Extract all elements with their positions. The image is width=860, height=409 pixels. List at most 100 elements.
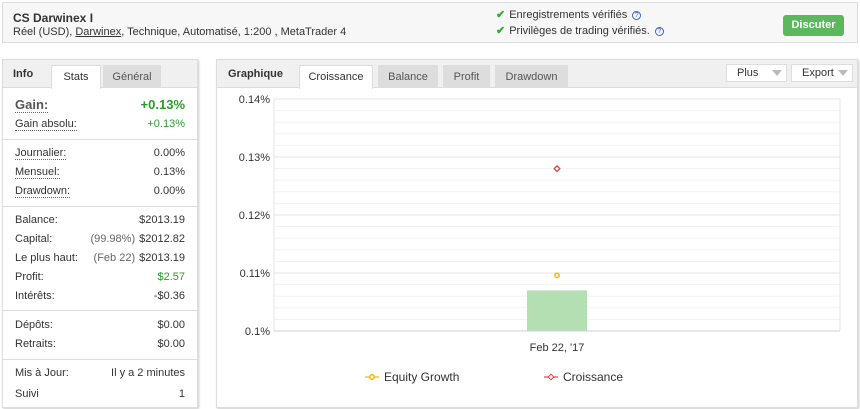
stat-value: $0.00 (157, 319, 185, 331)
stat-value-wrap: $2013.19 (139, 214, 185, 226)
export-dropdown[interactable]: Export (791, 64, 853, 82)
stat-row: Intérêts: -$0.36 (15, 290, 185, 302)
stat-value: -$0.36 (153, 290, 185, 302)
subtitle-post: , Technique, Automatisé, 1:200 , MetaTra… (121, 26, 347, 38)
x-tick-label: Feb 22, '17 (530, 342, 585, 354)
help-icon[interactable]: ? (632, 10, 642, 20)
gain-row: Gain: +0.13% (15, 97, 185, 113)
plus-label: Plus (737, 67, 759, 79)
y-tick-label: 0.1% (245, 326, 270, 338)
chart-tabs: Graphique Croissance Balance Profit Draw… (217, 60, 857, 89)
stat-note: (99.98%) (90, 233, 136, 245)
stat-row: Dépôts: $0.00 (15, 319, 185, 331)
info-panel: Info Stats Général Gain: +0.13% Gain abso… (2, 59, 198, 408)
divider (3, 139, 197, 140)
equity-growth-point (554, 272, 560, 279)
stat-row: Le plus haut: (Feb 22) $2013.19 (15, 252, 185, 264)
stat-label: Retraits: (15, 338, 56, 350)
tab-profit[interactable]: Profit (443, 65, 490, 88)
stat-value-wrap: $0.00 (157, 319, 185, 331)
divider (3, 359, 197, 360)
check-icon: ✔ (496, 25, 506, 37)
stat-value: $0.00 (157, 338, 185, 350)
legend-marker (369, 374, 375, 380)
verification-trading: ✔ Privilèges de trading vérifiés.? (496, 24, 664, 37)
stat-row: Mensuel: 0.13% (15, 166, 185, 179)
stat-value-wrap: $2.57 (157, 271, 185, 283)
stat-value: 0.00% (153, 147, 185, 159)
croissance-point (553, 164, 561, 173)
stat-value-wrap: 0.00% (154, 185, 185, 198)
gain-label: Gain: (15, 97, 49, 113)
stat-label: Mis à Jour: (15, 367, 69, 379)
verification-text: Enregistrements vérifiés (509, 9, 628, 21)
stat-value-wrap: $0.00 (157, 338, 185, 350)
legend-label[interactable]: Equity Growth (384, 370, 459, 384)
stat-row: Profit: $2.57 (15, 271, 185, 283)
stat-value-wrap: 1 (179, 388, 185, 400)
stat-value-wrap: (99.98%) $2012.82 (90, 233, 185, 245)
tab-stats[interactable]: Stats (51, 65, 101, 89)
export-label: Export (802, 67, 834, 79)
broker-link[interactable]: Darwinex (75, 26, 122, 38)
chart-panel: Graphique Croissance Balance Profit Draw… (216, 59, 858, 408)
stat-label: Balance: (15, 214, 58, 226)
gain-value: +0.13% (140, 97, 185, 112)
tab-general[interactable]: Général (103, 65, 161, 88)
stat-row: Drawdown: 0.00% (15, 185, 185, 198)
growth-bar (527, 290, 587, 331)
y-tick-label: 0.14% (239, 94, 270, 106)
verification-text: Privilèges de trading vérifiés. (509, 25, 650, 37)
y-tick-label: 0.13% (239, 152, 270, 164)
plus-dropdown[interactable]: Plus (726, 64, 787, 82)
account-subtitle: Réel (USD), Darwinex, Technique, Automat… (13, 26, 346, 38)
stat-value: 0.13% (153, 166, 185, 178)
divider (3, 206, 197, 207)
tab-balance[interactable]: Balance (378, 65, 438, 88)
divider (3, 310, 197, 311)
stat-label: Le plus haut: (15, 252, 78, 264)
stat-label: Suivi (15, 388, 39, 400)
stat-value: $2013.19 (139, 214, 185, 226)
stat-value: 0.00% (153, 185, 185, 197)
stat-value: Il y a 2 minutes (111, 367, 185, 379)
account-header: CS Darwinex I Réel (USD), Darwinex, Tech… (2, 2, 858, 43)
stat-row: Retraits: $0.00 (15, 338, 185, 350)
stat-row: Journalier: 0.00% (15, 147, 185, 160)
stat-row: Suivi 1 (15, 388, 185, 400)
stat-row: Gain absolu: +0.13% (15, 118, 185, 131)
discuss-button[interactable]: Discuter (783, 15, 844, 36)
chevron-down-icon (772, 70, 782, 76)
stat-row: Mis à Jour: Il y a 2 minutes (15, 367, 185, 379)
stat-label: Journalier: (15, 147, 67, 160)
verification-records: ✔ Enregistrements vérifiés? (496, 8, 642, 21)
chart-title: Graphique (228, 68, 284, 80)
y-tick-label: 0.11% (240, 268, 271, 280)
stat-value-wrap: +0.13% (147, 118, 185, 131)
stat-note: (Feb 22) (93, 252, 136, 264)
help-icon[interactable]: ? (654, 26, 664, 36)
stat-value-wrap: 0.00% (154, 147, 185, 160)
stat-label: Capital: (15, 233, 53, 245)
stat-row: Balance: $2013.19 (15, 214, 185, 226)
check-icon: ✔ (496, 9, 506, 21)
tab-drawdown[interactable]: Drawdown (495, 65, 568, 88)
stat-value-wrap: -$0.36 (154, 290, 185, 302)
growth-chart: 0.1% 0.11% 0.12% 0.13% 0.14% Feb 22, '17 Equit… (239, 94, 841, 384)
stat-value-wrap: 0.13% (154, 166, 185, 179)
info-title: Info (13, 68, 34, 80)
legend-label[interactable]: Croissance (563, 370, 623, 384)
account-title: CS Darwinex I (13, 11, 94, 25)
stat-label: Profit: (15, 271, 44, 283)
y-tick-label: 0.12% (239, 210, 270, 222)
stat-value-wrap: (Feb 22) $2013.19 (94, 252, 185, 264)
stat-value: $2.57 (157, 271, 185, 283)
stat-value: $2013.19 (139, 252, 185, 264)
tab-croissance[interactable]: Croissance (299, 65, 373, 89)
stat-label: Mensuel: (15, 166, 60, 179)
stat-value-wrap: Il y a 2 minutes (111, 367, 185, 379)
stat-row: Capital: (99.98%) $2012.82 (15, 233, 185, 245)
stat-value: 1 (178, 388, 185, 400)
chevron-down-icon (838, 70, 848, 76)
stat-label: Gain absolu: (15, 118, 77, 131)
